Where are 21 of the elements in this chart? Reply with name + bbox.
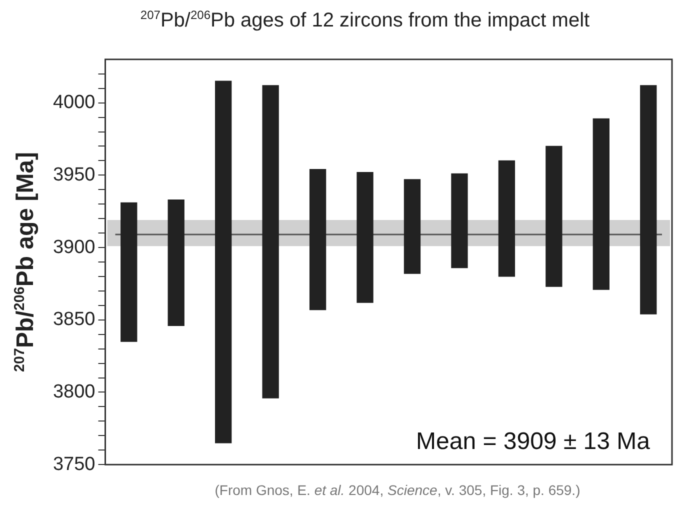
y-tick-label: 3850 <box>52 309 96 330</box>
bar <box>451 173 468 268</box>
bar <box>168 199 184 326</box>
y-tick-label: 3950 <box>52 164 96 186</box>
bar <box>120 202 138 342</box>
annotation: Mean = 3909 ± 13 Ma <box>416 428 651 456</box>
bar <box>546 146 562 287</box>
y-tick-label: 3900 <box>52 236 96 258</box>
bar <box>309 169 326 310</box>
bar <box>498 160 516 277</box>
bar <box>640 85 657 314</box>
y-tick-label: 4000 <box>52 92 96 114</box>
bar <box>404 179 421 274</box>
bar <box>356 172 374 303</box>
y-tick-label: 3750 <box>52 454 96 475</box>
bar <box>262 85 279 398</box>
chart-title: $^{207}$Pb/$^{206}$Pb ages of 12 zircons from the impact melt <box>139 8 591 33</box>
bar <box>592 118 610 290</box>
bar <box>215 80 232 444</box>
y-tick-label: 3800 <box>52 381 96 402</box>
text: (From Gnos, E. et al. 2004, Science, v. 305, Fig. 3, p. 659.) <box>214 482 582 498</box>
